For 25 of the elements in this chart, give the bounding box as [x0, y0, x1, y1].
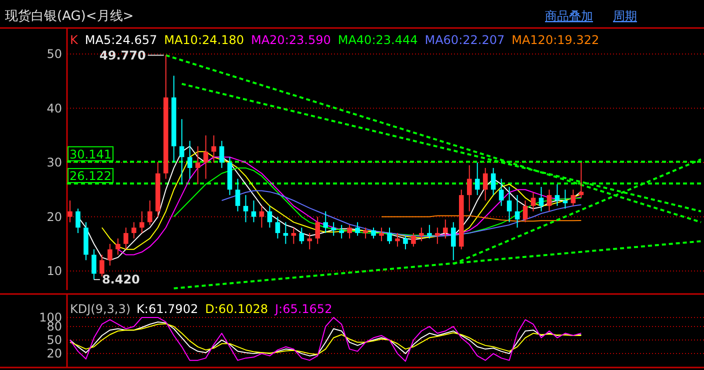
text: 商品叠加 — [545, 9, 593, 23]
text: MA10:24.180 — [164, 33, 244, 47]
series-label: K:61.7902 — [136, 302, 198, 316]
text: MA40:23.444 — [338, 33, 418, 47]
text: KDJ(9,3,3) — [70, 302, 131, 316]
ref-line-label: 26.122 — [70, 169, 112, 184]
text: MA120:19.322 — [512, 33, 600, 47]
text: MA20:23.590 — [250, 33, 331, 47]
y-tick-label: 30 — [46, 156, 62, 170]
text: K — [70, 33, 79, 47]
annotation: 49.770 — [100, 48, 146, 62]
y-tick-label: 10 — [46, 264, 62, 278]
text: MA5:24.657 — [84, 33, 158, 47]
text: D:60.1028 — [205, 302, 268, 316]
y-tick-label: 50 — [46, 47, 62, 62]
text: MA60:22.207 — [424, 33, 505, 47]
series-label: J:65.1652 — [274, 302, 332, 316]
text: 周期 — [613, 9, 637, 23]
y-tick-label: 20 — [46, 210, 62, 224]
y-tick-label: 20 — [46, 346, 62, 361]
y-tick-label: 50 — [46, 333, 62, 348]
chart-title: 现货白银(AG)<月线> — [5, 9, 134, 24]
y-tick-label: 40 — [46, 101, 62, 116]
annotation: 8.420 — [102, 272, 140, 287]
ref-line-label: 30.141 — [70, 147, 112, 162]
